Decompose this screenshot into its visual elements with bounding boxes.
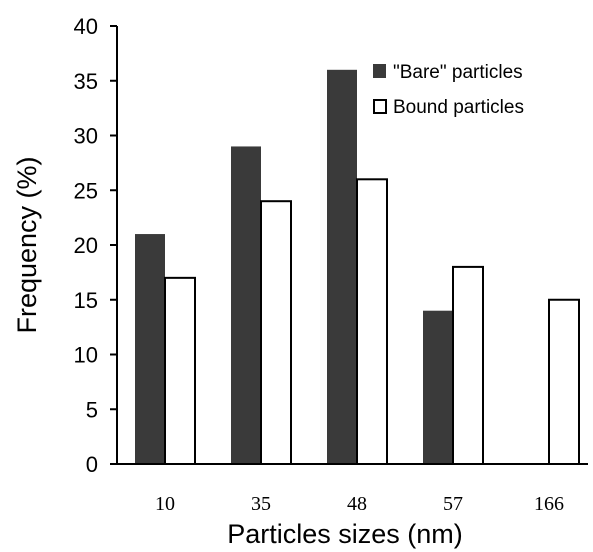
y-tick-label-25: 25: [74, 178, 98, 203]
x-ticks-group: 10 35 48 57 166: [155, 493, 564, 515]
y-tick-label-35: 35: [74, 69, 98, 94]
x-tick-label-10: 10: [155, 493, 175, 515]
bar-bound-10: [164, 276, 196, 465]
legend-swatch-bare: [373, 64, 386, 78]
bar-bare-35: [231, 146, 261, 464]
bar-bound-57: [452, 265, 484, 465]
y-tick-label-30: 30: [74, 124, 98, 149]
x-axis-title: Particles sizes (nm): [227, 519, 463, 549]
bar-bare-48: [327, 69, 357, 465]
x-tick-label-166: 166: [534, 493, 564, 515]
legend: "Bare" particles Bound particles: [373, 62, 524, 118]
y-tick-label-20: 20: [74, 233, 98, 258]
y-tick-label-5: 5: [86, 397, 98, 422]
bar-bare-57: [423, 310, 453, 464]
y-tick-label-10: 10: [74, 343, 98, 368]
bar-bare-10: [135, 234, 165, 464]
y-tick-label-15: 15: [74, 288, 98, 313]
y-tick-label-0: 0: [86, 452, 98, 477]
legend-label-bare: "Bare" particles: [393, 62, 523, 83]
x-tick-label-35: 35: [251, 493, 271, 515]
x-tick-label-57: 57: [443, 493, 463, 515]
y-ticks-group: 0 5 10 15 20 25 30 35 40: [74, 14, 117, 477]
bar-bound-166: [548, 298, 580, 465]
x-tick-label-48: 48: [347, 493, 367, 515]
legend-label-bound: Bound particles: [393, 97, 524, 118]
bars-group: [135, 69, 580, 466]
bar-bound-48: [356, 178, 388, 466]
y-tick-label-40: 40: [74, 14, 98, 39]
bar-bound-35: [260, 200, 292, 465]
legend-swatch-bound: [373, 99, 387, 114]
y-axis-title: Frequency (%): [12, 156, 42, 333]
